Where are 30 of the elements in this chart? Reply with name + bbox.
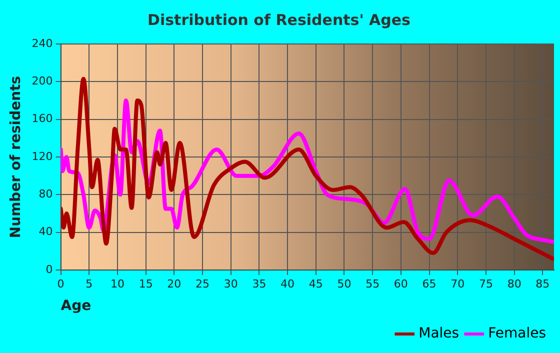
x-tick-label: 10 xyxy=(110,277,124,290)
x-tick-label: 35 xyxy=(252,277,266,290)
y-tick-label: 200 xyxy=(32,74,53,88)
x-tick-label: 20 xyxy=(167,277,182,290)
legend-label: Females xyxy=(488,326,546,342)
x-tick-label: 55 xyxy=(366,277,380,290)
x-tick-label: 30 xyxy=(224,277,238,290)
y-tick-label: 120 xyxy=(32,150,53,163)
y-axis-title: Number of residents xyxy=(8,76,24,238)
x-tick-label: 45 xyxy=(308,277,323,290)
x-tick-label: 65 xyxy=(422,277,436,290)
y-tick-label: 40 xyxy=(38,225,53,238)
y-tick-label: 0 xyxy=(46,262,53,276)
x-axis-title: Age xyxy=(60,298,92,314)
x-tick-label: 75 xyxy=(478,277,493,290)
x-tick-label: 25 xyxy=(196,277,210,290)
y-tick-label: 160 xyxy=(32,112,53,126)
x-tick-label: 50 xyxy=(337,277,352,290)
x-tick-label: 0 xyxy=(57,277,64,290)
x-tick-label: 15 xyxy=(138,277,153,290)
y-tick-label: 240 xyxy=(32,36,53,50)
x-tick-label: 60 xyxy=(394,277,408,290)
x-tick-label: 70 xyxy=(450,277,465,290)
x-tick-label: 40 xyxy=(280,277,295,290)
y-tick-label: 80 xyxy=(38,188,53,201)
legend-label: Males xyxy=(418,326,460,342)
x-tick-label: 85 xyxy=(536,277,550,290)
x-tick-label: 80 xyxy=(507,277,522,290)
x-tick-label: 5 xyxy=(86,277,93,290)
chart-title: Distribution of Residents' Ages xyxy=(148,10,411,29)
